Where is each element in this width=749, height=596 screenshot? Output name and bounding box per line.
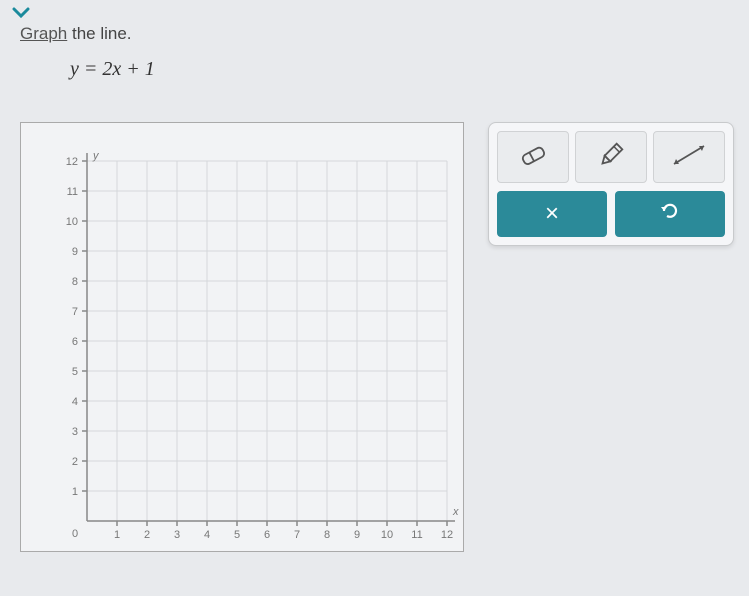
svg-text:10: 10 [66,216,78,228]
close-icon: × [545,200,559,228]
pencil-icon [594,141,628,174]
svg-text:0: 0 [72,528,78,540]
line-tool-button[interactable] [653,131,725,183]
svg-text:5: 5 [234,529,240,541]
close-button[interactable]: × [497,191,607,237]
eraser-tool-button[interactable] [497,131,569,183]
undo-icon [659,200,681,228]
svg-text:12: 12 [66,156,78,168]
prompt-rest: the line. [67,24,131,43]
tool-row [497,131,725,183]
svg-text:7: 7 [72,306,78,318]
svg-text:x: x [452,506,459,518]
svg-text:3: 3 [72,426,78,438]
svg-text:12: 12 [441,529,453,541]
coordinate-grid[interactable]: 1234567891011121234567891011120yx [21,123,463,551]
question-prompt: Graph the line. [20,24,132,44]
svg-text:6: 6 [72,336,78,348]
undo-button[interactable] [615,191,725,237]
svg-text:9: 9 [72,246,78,258]
line-icon [669,141,709,174]
pencil-tool-button[interactable] [575,131,647,183]
svg-text:2: 2 [144,529,150,541]
graph-canvas[interactable]: 1234567891011121234567891011120yx [20,122,464,552]
svg-text:9: 9 [354,529,360,541]
svg-text:11: 11 [411,529,422,541]
svg-text:4: 4 [204,529,210,541]
svg-text:7: 7 [294,529,300,541]
svg-text:10: 10 [381,529,393,541]
graph-link-word: Graph [20,24,67,43]
svg-text:y: y [92,150,100,162]
svg-text:8: 8 [324,529,330,541]
action-row: × [497,191,725,237]
expand-chevron-icon [12,6,30,25]
svg-text:4: 4 [72,396,78,408]
svg-text:1: 1 [72,486,78,498]
equation-text: y = 2x + 1 [70,58,155,81]
svg-text:6: 6 [264,529,270,541]
drawing-toolbar: × [488,122,734,246]
svg-text:1: 1 [114,529,120,541]
eraser-icon [516,142,550,173]
svg-text:3: 3 [174,529,180,541]
svg-text:5: 5 [72,366,78,378]
svg-text:11: 11 [67,186,78,198]
svg-text:2: 2 [72,456,78,468]
svg-text:8: 8 [72,276,78,288]
